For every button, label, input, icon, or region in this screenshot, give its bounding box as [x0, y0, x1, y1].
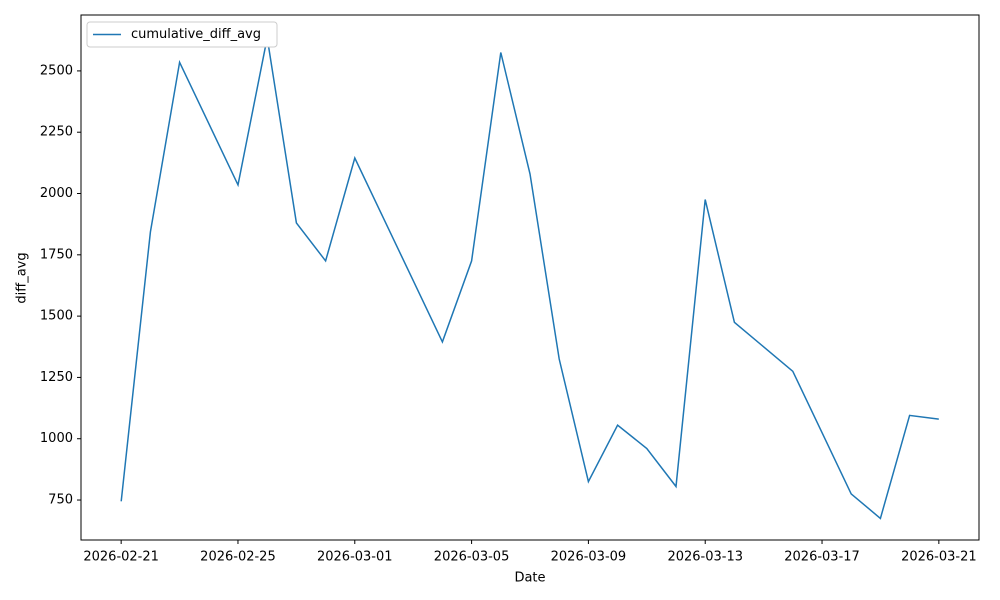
y-tick-label: 1500 [40, 309, 73, 324]
y-axis-label: diff_avg [15, 252, 30, 303]
y-tick-label: 1000 [40, 431, 73, 446]
plot-frame [80, 14, 980, 541]
x-tick-label: 2026-03-05 [434, 550, 510, 565]
x-tick-label: 2026-03-21 [901, 550, 977, 565]
x-tick-label: 2026-02-25 [200, 550, 276, 565]
x-tick-label: 2026-03-01 [317, 550, 393, 565]
x-axis-label: Date [514, 571, 545, 586]
x-tick-label: 2026-03-13 [667, 550, 743, 565]
y-tick-label: 750 [48, 493, 73, 508]
y-tick-label: 2000 [40, 186, 73, 201]
y-tick-label: 1750 [40, 247, 73, 262]
legend-box [86, 21, 278, 48]
x-tick-label: 2026-02-21 [83, 550, 159, 565]
y-tick-label: 2500 [40, 63, 73, 78]
legend-label: cumulative_diff_avg [131, 27, 261, 42]
x-tick-label: 2026-03-09 [551, 550, 627, 565]
y-tick-label: 1250 [40, 370, 73, 385]
y-tick-label: 2250 [40, 125, 73, 140]
x-tick-label: 2026-03-17 [784, 550, 860, 565]
line [120, 37, 939, 520]
